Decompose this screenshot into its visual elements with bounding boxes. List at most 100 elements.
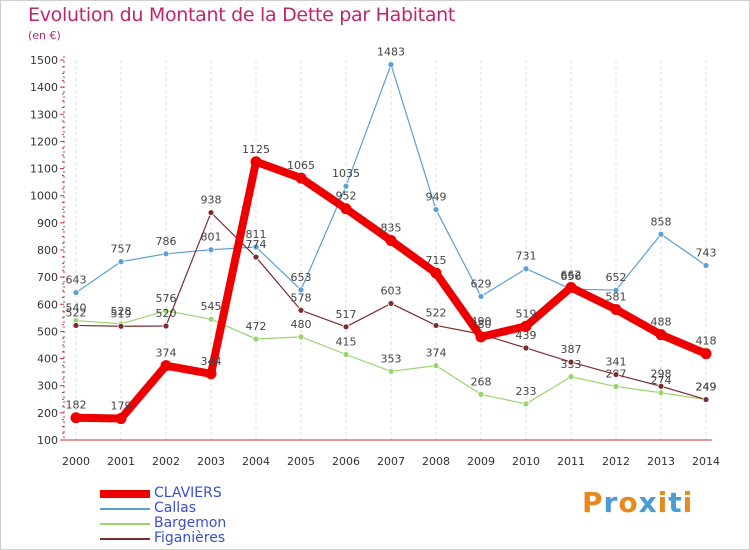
data-label-figanieres: 439: [516, 329, 537, 342]
data-point-figanieres: [522, 344, 530, 352]
chart-title: Evolution du Montant de la Dette par Hab…: [28, 4, 456, 26]
data-label-figanieres: 298: [651, 367, 672, 380]
data-label-bargemon: 472: [246, 320, 267, 333]
y-tick-label: 1500: [30, 54, 58, 67]
data-label-figanieres: 517: [336, 308, 357, 321]
data-point-callas: [522, 265, 530, 273]
data-label-callas: 656: [561, 270, 582, 283]
data-point-bargemon: [162, 307, 170, 315]
y-tick-label: 300: [37, 380, 58, 393]
y-tick-label: 100: [37, 434, 58, 447]
x-tick-label: 2007: [377, 455, 405, 468]
data-point-claviers: [385, 235, 397, 246]
y-tick-label: 1300: [30, 108, 58, 121]
data-label-bargemon: 480: [291, 318, 312, 331]
data-label-claviers: 519: [516, 307, 537, 320]
data-point-figanieres: [252, 253, 260, 261]
legend-swatch-bargemon: [100, 522, 150, 525]
legend-label-figanieres: Figanières: [154, 530, 226, 546]
data-point-claviers: [655, 329, 667, 341]
data-label-figanieres: 519: [111, 307, 132, 320]
logo-letter: i: [682, 486, 694, 519]
x-tick-label: 2000: [62, 455, 90, 468]
data-label-callas: 811: [246, 228, 267, 241]
data-label-bargemon: 274: [651, 374, 672, 387]
data-label-callas: 858: [651, 215, 672, 228]
data-label-callas: 1483: [377, 46, 405, 59]
data-point-claviers: [700, 348, 712, 360]
data-point-bargemon: [657, 389, 665, 397]
data-point-callas: [432, 206, 440, 213]
data-point-bargemon: [297, 333, 305, 341]
data-point-figanieres: [72, 322, 80, 329]
data-point-callas: [297, 286, 305, 294]
y-tick-label: 700: [37, 271, 58, 284]
data-point-claviers: [610, 303, 622, 315]
data-label-callas: 801: [201, 231, 222, 244]
data-label-figanieres: 341: [606, 356, 627, 369]
data-point-bargemon: [567, 373, 575, 381]
logo-letter: o: [618, 486, 639, 519]
data-label-figanieres: 774: [246, 238, 267, 251]
data-label-figanieres: 522: [426, 306, 447, 319]
data-label-claviers: 418: [696, 335, 717, 348]
logo-letter: i: [657, 486, 669, 519]
x-tick-label: 2006: [332, 455, 360, 468]
y-tick-label: 600: [37, 298, 58, 311]
data-label-figanieres: 578: [291, 291, 312, 304]
data-point-figanieres: [162, 322, 170, 330]
data-label-bargemon: 268: [471, 375, 492, 388]
data-label-callas: 949: [426, 191, 447, 204]
data-point-figanieres: [702, 396, 710, 403]
data-label-claviers: 1125: [242, 143, 270, 156]
legend-item-bargemon: Bargemon: [100, 516, 226, 531]
legend-item-figanieres: Figanières: [100, 531, 226, 546]
y-tick-label: 1100: [30, 163, 58, 176]
data-label-figanieres: 938: [201, 194, 222, 207]
x-tick-label: 2009: [467, 455, 495, 468]
data-label-callas: 731: [516, 250, 537, 263]
data-point-figanieres: [117, 322, 125, 330]
data-point-callas: [702, 262, 710, 269]
data-point-claviers: [70, 412, 82, 424]
x-tick-label: 2012: [602, 455, 630, 468]
data-label-claviers: 1065: [287, 159, 315, 172]
data-label-bargemon: 415: [336, 336, 357, 349]
data-label-callas: 786: [156, 235, 177, 248]
data-label-bargemon: 249: [696, 381, 717, 394]
data-point-figanieres: [342, 323, 350, 331]
data-point-figanieres: [207, 209, 215, 216]
x-tick-label: 2014: [692, 455, 720, 468]
data-point-callas: [612, 286, 620, 294]
x-tick-label: 2003: [197, 455, 225, 468]
data-point-claviers: [520, 320, 532, 332]
data-point-claviers: [340, 203, 352, 215]
y-tick-label: 1200: [30, 135, 58, 148]
data-label-claviers: 374: [156, 347, 177, 360]
x-tick-label: 2010: [512, 455, 540, 468]
logo-letter: t: [668, 486, 683, 519]
y-tick-label: 500: [37, 325, 58, 338]
data-point-callas: [162, 250, 170, 258]
y-tick-label: 400: [37, 353, 58, 366]
data-label-bargemon: 528: [111, 305, 132, 318]
y-tick-label: 800: [37, 244, 58, 257]
data-label-claviers: 182: [66, 399, 87, 412]
data-point-bargemon: [342, 351, 350, 358]
data-label-figanieres: 522: [66, 306, 87, 319]
proxiti-logo: Proxiti: [582, 486, 693, 519]
data-label-bargemon: 353: [381, 352, 402, 365]
data-point-figanieres: [612, 371, 620, 378]
data-point-claviers: [475, 331, 487, 343]
data-label-claviers: 662: [561, 268, 582, 281]
data-label-callas: 643: [66, 274, 87, 287]
legend-label-claviers: CLAVIERS: [154, 485, 222, 501]
data-point-claviers: [205, 368, 217, 380]
y-tick-label: 1000: [30, 190, 58, 203]
data-label-callas: 652: [606, 271, 627, 284]
legend-label-bargemon: Bargemon: [154, 515, 227, 531]
data-label-claviers: 344: [201, 355, 222, 368]
data-point-bargemon: [252, 335, 260, 343]
data-label-bargemon: 233: [516, 385, 537, 398]
